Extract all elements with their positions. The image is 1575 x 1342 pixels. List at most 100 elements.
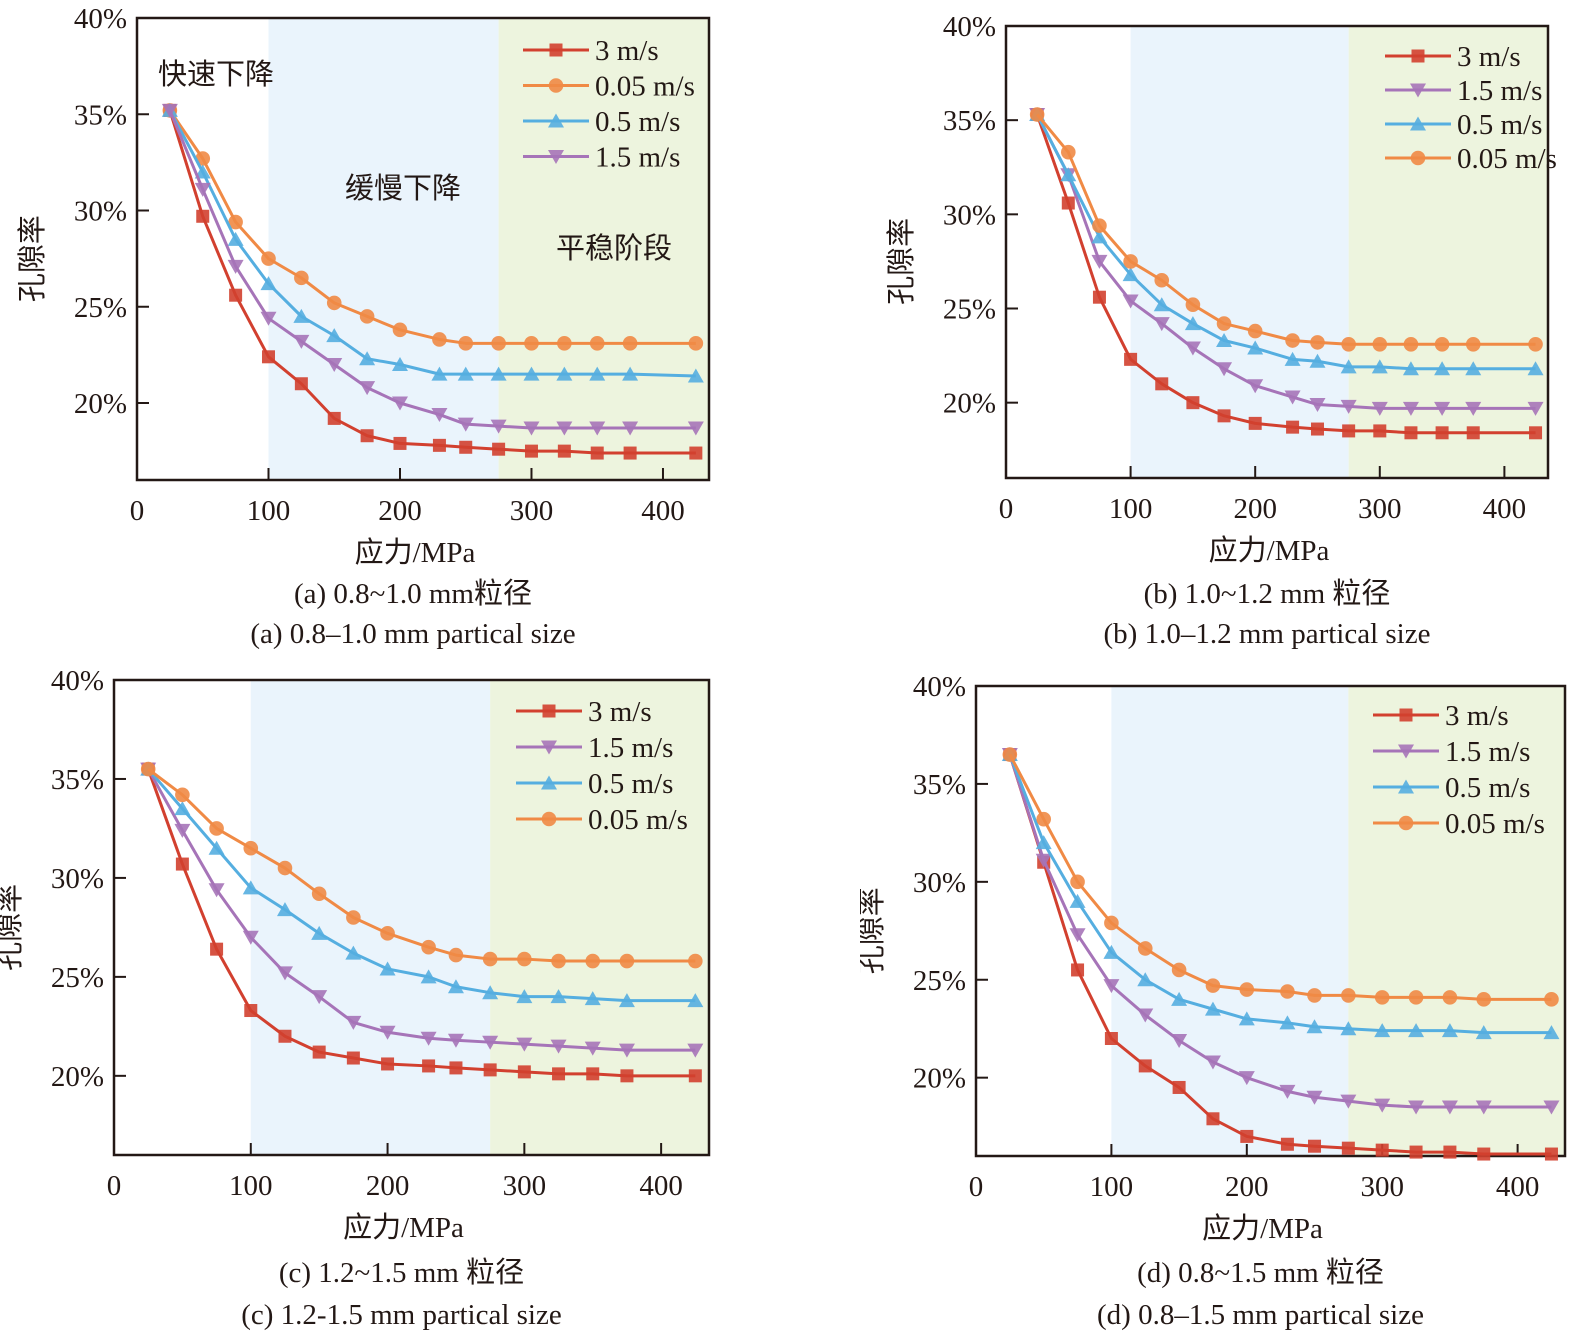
legend-marker	[1398, 815, 1414, 831]
legend-marker	[548, 113, 564, 128]
plot-frame	[1004, 24, 1550, 480]
data-point	[1306, 1090, 1323, 1105]
data-point	[293, 308, 310, 323]
legend-marker	[548, 150, 564, 164]
data-point	[1239, 982, 1255, 997]
data-point	[1091, 229, 1108, 244]
data-point	[1029, 107, 1045, 122]
data-point	[277, 860, 293, 876]
y-tick-label: 25%	[943, 294, 996, 326]
data-point	[1543, 1025, 1560, 1040]
data-point	[360, 429, 374, 443]
y-tick-label: 30%	[913, 867, 966, 899]
data-point	[1069, 928, 1086, 943]
series-0-05-m-s	[1002, 747, 1559, 1007]
data-point	[1122, 294, 1139, 309]
caption-en: (b) 1.0–1.2 mm partical size	[1104, 618, 1431, 650]
x-axis-title: 应力/MPa	[343, 1211, 464, 1244]
data-point	[1238, 1071, 1255, 1086]
series-line	[1035, 113, 1536, 371]
data-point	[1279, 1084, 1296, 1099]
caption-en: (d) 0.8–1.5 mm partical size	[1097, 1299, 1424, 1331]
data-point	[393, 436, 407, 450]
data-point	[1071, 963, 1085, 977]
data-point	[1408, 990, 1424, 1005]
data-point	[482, 985, 499, 1000]
data-point	[556, 366, 573, 381]
legend-marker	[548, 78, 564, 93]
x-tick-label: 100	[1109, 493, 1153, 525]
data-point	[1402, 401, 1419, 416]
x-tick-label: 200	[366, 1170, 410, 1202]
data-point	[1476, 992, 1492, 1007]
data-point	[688, 336, 704, 351]
data-point	[1206, 1112, 1220, 1126]
data-point	[1002, 747, 1018, 762]
series-line	[146, 768, 696, 1052]
legend-label: 3 m/s	[1445, 700, 1509, 732]
data-point	[1371, 401, 1388, 416]
data-point	[1310, 335, 1325, 350]
data-point	[326, 328, 343, 343]
series-1-5-m-s	[161, 103, 704, 436]
data-point	[550, 989, 567, 1004]
data-point	[619, 953, 635, 969]
x-tick-label: 300	[510, 495, 554, 527]
slow-decline-zone	[268, 18, 499, 480]
data-point	[208, 883, 225, 898]
x-tick-label: 400	[1483, 493, 1527, 525]
data-point	[689, 446, 703, 460]
data-point	[229, 288, 243, 302]
x-tick-label: 200	[378, 495, 422, 527]
data-point	[1216, 362, 1233, 377]
legend-marker	[542, 704, 556, 718]
y-tick-label: 30%	[943, 199, 996, 231]
data-point	[260, 276, 277, 291]
legend-label: 0.5 m/s	[588, 768, 673, 800]
series-line	[1035, 114, 1536, 435]
data-point	[1544, 1147, 1558, 1161]
legend-marker	[541, 811, 557, 827]
data-point	[1477, 1147, 1491, 1161]
data-point	[524, 336, 539, 351]
data-point	[359, 381, 376, 396]
data-point	[584, 991, 601, 1006]
data-point	[1103, 979, 1120, 994]
legend-label: 1.5 m/s	[588, 732, 673, 764]
data-point	[196, 209, 210, 223]
data-point	[1372, 336, 1388, 352]
series-line	[168, 109, 696, 378]
data-point	[1171, 991, 1188, 1006]
legend: 3 m/s1.5 m/s0.5 m/s0.05 m/s	[1385, 41, 1557, 175]
data-point	[380, 926, 395, 941]
data-point	[483, 1063, 497, 1077]
stage-label: 快速下降	[158, 58, 274, 91]
data-point	[194, 164, 211, 179]
data-point	[458, 336, 474, 351]
data-point	[1475, 1025, 1492, 1040]
data-point	[1375, 1143, 1389, 1157]
stage-label: 缓慢下降	[345, 172, 461, 205]
x-tick-label: 0	[999, 493, 1014, 525]
legend-marker	[1410, 150, 1426, 166]
series-0-05-m-s	[140, 761, 703, 969]
data-point	[421, 939, 436, 955]
legend-marker	[549, 43, 563, 57]
data-point	[276, 966, 293, 981]
series-line	[147, 767, 696, 963]
data-point	[622, 421, 639, 436]
data-point	[1154, 272, 1170, 288]
data-point	[1280, 984, 1295, 999]
data-point	[618, 993, 635, 1008]
data-point	[294, 270, 309, 286]
x-tick-label: 400	[1496, 1171, 1540, 1203]
data-point	[420, 969, 437, 984]
data-point	[1184, 316, 1201, 331]
caption-cn: (c) 1.2~1.5 mm 粒径	[279, 1256, 524, 1289]
data-point	[1310, 422, 1324, 436]
slow-decline-zone	[1111, 686, 1349, 1156]
data-point	[482, 951, 498, 967]
data-point	[516, 1037, 533, 1052]
x-tick-label: 0	[969, 1171, 984, 1203]
